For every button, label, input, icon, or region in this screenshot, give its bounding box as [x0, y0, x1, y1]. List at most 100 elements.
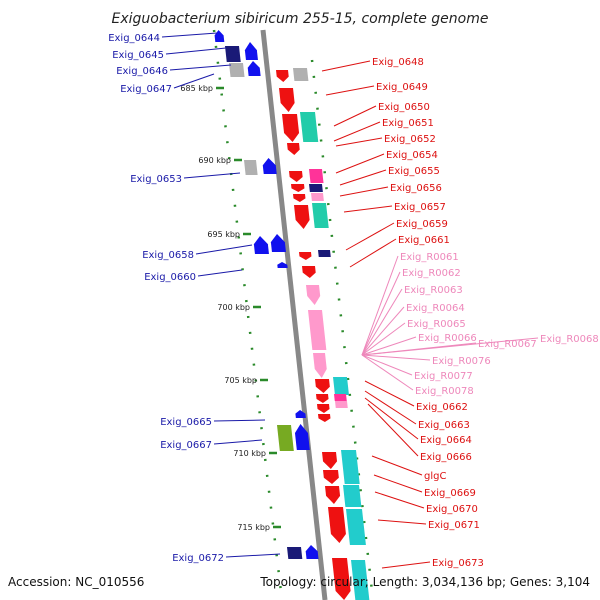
gene-feature-left: [229, 63, 245, 77]
leader-line: [364, 380, 415, 407]
leader-line: [367, 403, 419, 457]
rna-label: Exig_R0076: [432, 356, 491, 367]
leader-line: [213, 419, 266, 422]
leader-line: [339, 169, 387, 186]
leader-line: [374, 491, 425, 509]
leader-line: [339, 186, 389, 197]
gene-feature-left: [225, 46, 241, 62]
leader-line: [333, 105, 377, 127]
gene-label-left: Exig_0672: [172, 553, 224, 564]
gene-feature-right: [276, 70, 289, 82]
gene-feature-right: [346, 509, 366, 545]
gene-feature-right: [308, 310, 327, 350]
gene-feature-left: [244, 42, 258, 60]
rna-label: Exig_R0077: [414, 371, 473, 382]
leader-line: [377, 519, 427, 525]
leader-line: [381, 561, 431, 569]
leader-line: [335, 137, 383, 147]
rna-label: Exig_R0064: [406, 303, 465, 314]
gene-label-right: Exig_0669: [424, 488, 476, 499]
gene-label-right: Exig_0649: [376, 82, 428, 93]
gene-label-right: glgC: [424, 471, 446, 482]
leader-line: [373, 474, 423, 493]
gene-feature-right: [315, 379, 330, 393]
gene-feature-right: [289, 171, 303, 182]
gene-feature-right: [318, 414, 331, 422]
kbp-tick-label: 690 kbp: [198, 156, 231, 165]
leader-line: [361, 337, 539, 356]
leader-line: [361, 354, 413, 376]
leader-line: [225, 553, 281, 558]
gene-label-right: Exig_0652: [384, 134, 436, 145]
leader-line: [169, 64, 232, 71]
leader-line: [361, 322, 406, 356]
gene-feature-right: [343, 485, 362, 507]
gene-label-left: Exig_0645: [112, 50, 164, 61]
gene-labels: Exig_0644 Exig_0645 Exig_0646 Exig_0647 Exig…: [108, 33, 599, 569]
leader-line: [361, 354, 414, 391]
leader-line: [361, 288, 403, 356]
leader-line: [364, 397, 419, 440]
accession-text: Accession: NC_010556: [8, 575, 144, 589]
gene-feature-right: [306, 285, 321, 305]
rna-label: Exig_R0062: [402, 268, 461, 279]
gene-label-right: Exig_0656: [390, 183, 442, 194]
gene-label-right: Exig_0666: [420, 452, 472, 463]
gene-feature-left: [247, 61, 261, 76]
gene-label-right: Exig_0651: [382, 118, 434, 129]
gene-feature-right: [282, 114, 300, 142]
gene-label-right: Exig_0648: [372, 57, 424, 68]
leader-line: [161, 32, 218, 38]
leader-line: [173, 73, 215, 89]
gene-label-right: Exig_0657: [394, 202, 446, 213]
rna-label: Exig_R0066: [418, 333, 477, 344]
kbp-ruler: 685 kbp 690 kbp 695 kbp 700 kbp 705 kbp 710 k…: [180, 84, 281, 532]
gene-label-left: Exig_0644: [108, 33, 160, 44]
kbp-tick-label: 685 kbp: [180, 84, 213, 93]
gene-label-right: Exig_0655: [388, 166, 440, 177]
gene-label-right: Exig_0664: [420, 435, 472, 446]
leader-line: [361, 354, 431, 361]
gene-feature-left: [277, 425, 294, 451]
gene-label-left: Exig_0653: [130, 174, 182, 185]
gene-feature-right: [325, 486, 341, 504]
gene-label-right: Exig_0650: [378, 102, 430, 113]
gene-feature-right: [291, 184, 305, 192]
gene-feature-right: [323, 470, 339, 484]
gene-feature-right: [322, 452, 338, 469]
gene-feature-right: [287, 143, 300, 155]
kbp-tick-label: 695 kbp: [207, 230, 240, 239]
gene-feature-right: [312, 203, 329, 228]
gene-feature-right: [351, 560, 370, 600]
gene-label-left: Exig_0660: [144, 272, 196, 283]
gene-label-right: Exig_0673: [432, 558, 484, 569]
rna-label: Exig_R0068: [540, 334, 599, 345]
leader-line: [361, 271, 401, 356]
rna-label: Exig_R0061: [400, 252, 459, 263]
gene-feature-right: [309, 184, 323, 192]
gene-feature-left: [214, 30, 225, 42]
leader-line: [361, 255, 399, 356]
gene-label-left: Exig_0667: [160, 440, 212, 451]
leader-line: [183, 172, 241, 179]
gene-feature-right: [328, 507, 346, 543]
gene-label-right: Exig_0661: [398, 235, 450, 246]
kbp-tick-label: 715 kbp: [237, 523, 270, 532]
leader-line: [321, 60, 371, 72]
leader-line: [349, 238, 397, 268]
gene-feature-left: [305, 545, 319, 559]
leader-line: [364, 390, 417, 425]
gene-feature-right: [317, 404, 330, 413]
gene-feature-right: [313, 353, 327, 378]
gene-feature-left: [244, 160, 258, 175]
leader-line: [333, 121, 381, 142]
gene-feature-right: [302, 266, 316, 278]
kbp-tick-label: 705 kbp: [224, 376, 257, 385]
label-leaders: [161, 32, 539, 569]
genome-backbone: [260, 29, 328, 600]
leader-line: [335, 153, 385, 174]
gene-feature-right: [341, 450, 360, 484]
gene-feature-right: [299, 252, 312, 260]
rna-label: Exig_R0063: [404, 285, 463, 296]
